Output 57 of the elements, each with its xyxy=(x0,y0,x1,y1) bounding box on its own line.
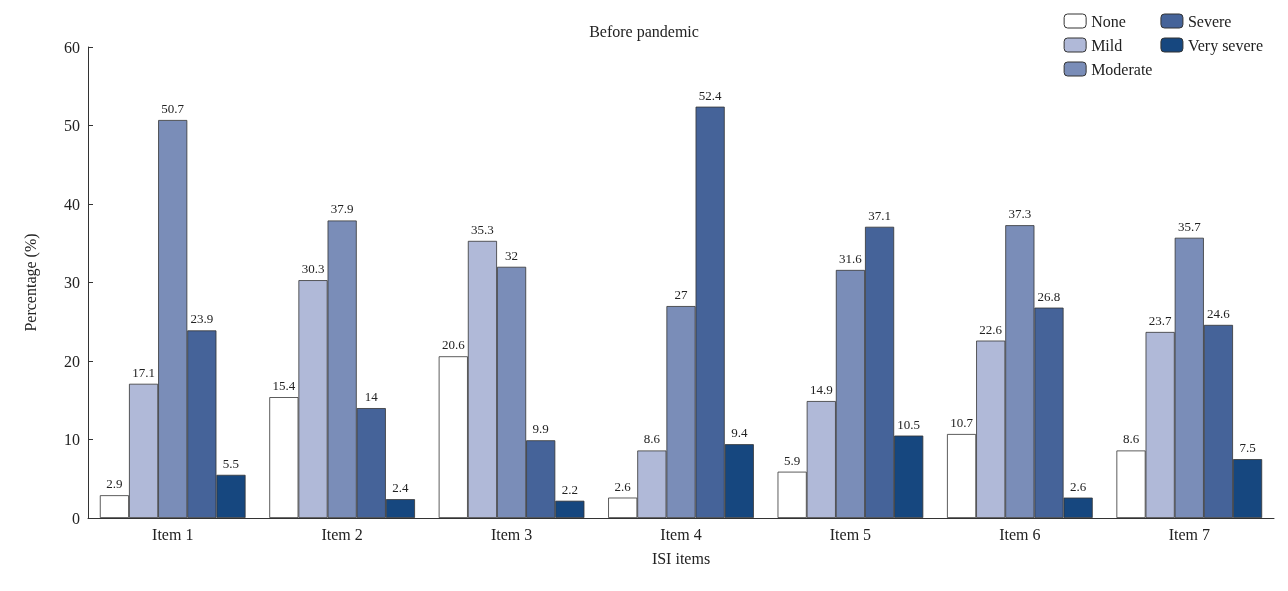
data-label: 10.5 xyxy=(897,416,921,432)
y-axis-title: Percentage (%) xyxy=(21,233,40,332)
data-label: 9.9 xyxy=(532,421,549,437)
data-label: 9.4 xyxy=(731,425,748,441)
data-label: 5.5 xyxy=(222,455,240,471)
data-label: 37.9 xyxy=(330,201,354,217)
data-label: 50.7 xyxy=(161,101,185,116)
y-tick-label: 50 xyxy=(64,117,80,134)
x-tick-label: Item 3 xyxy=(490,525,533,543)
data-label: 22.6 xyxy=(979,321,1003,337)
data-label: 2.9 xyxy=(106,476,123,492)
x-tick-label: Item 6 xyxy=(999,525,1041,543)
data-label: 2.6 xyxy=(1070,478,1087,494)
x-tick-label: Item 4 xyxy=(660,525,702,543)
y-tick-label: 10 xyxy=(64,431,80,448)
legend-label: Very severe xyxy=(1187,36,1264,55)
data-label: 24.6 xyxy=(1207,305,1231,321)
data-label: 31.6 xyxy=(839,250,863,266)
data-label: 7.5 xyxy=(1239,440,1256,456)
y-tick-label: 40 xyxy=(64,195,80,213)
data-label: 20.6 xyxy=(441,337,466,353)
x-tick-label: Item 5 xyxy=(829,525,872,543)
x-tick-label: Item 7 xyxy=(1168,525,1210,543)
data-label: 37.3 xyxy=(1008,206,1032,222)
legend-label: Mild xyxy=(1091,36,1123,54)
data-label: 52.4 xyxy=(698,87,723,103)
data-label: 23.7 xyxy=(1148,312,1173,328)
y-tick-label: 30 xyxy=(64,274,80,291)
data-label: 10.7 xyxy=(950,415,974,431)
data-label: 8.6 xyxy=(643,431,661,447)
data-label: 2.6 xyxy=(614,478,632,494)
data-label: 2.4 xyxy=(392,480,410,496)
data-label: 30.3 xyxy=(301,261,325,277)
data-label: 14.9 xyxy=(809,382,833,398)
data-label: 23.9 xyxy=(190,311,214,327)
x-tick-label: Item 2 xyxy=(321,525,363,543)
y-tick-label: 20 xyxy=(64,352,80,370)
legend-label: None xyxy=(1091,12,1126,30)
y-tick-label: 0 xyxy=(72,509,80,527)
data-label: 2.2 xyxy=(561,481,578,497)
data-label: 5.9 xyxy=(784,452,801,468)
legend-label: Moderate xyxy=(1091,60,1153,78)
x-axis-title: ISI items xyxy=(651,549,711,567)
data-label: 15.4 xyxy=(272,378,296,394)
data-label: 32 xyxy=(505,247,519,263)
data-label: 37.1 xyxy=(868,207,891,223)
chart-title: Before pandemic xyxy=(589,22,699,41)
data-label: 17.1 xyxy=(132,364,155,380)
data-label: 26.8 xyxy=(1037,288,1061,304)
y-tick-label: 60 xyxy=(64,38,80,56)
data-label: 8.6 xyxy=(1122,431,1140,447)
x-tick-label: Item 1 xyxy=(152,525,194,543)
data-label: 27 xyxy=(674,287,688,303)
data-label: 35.3 xyxy=(471,221,494,237)
data-label: 14 xyxy=(364,389,379,405)
data-label: 35.7 xyxy=(1177,218,1202,234)
legend-label: Severe xyxy=(1187,12,1232,30)
